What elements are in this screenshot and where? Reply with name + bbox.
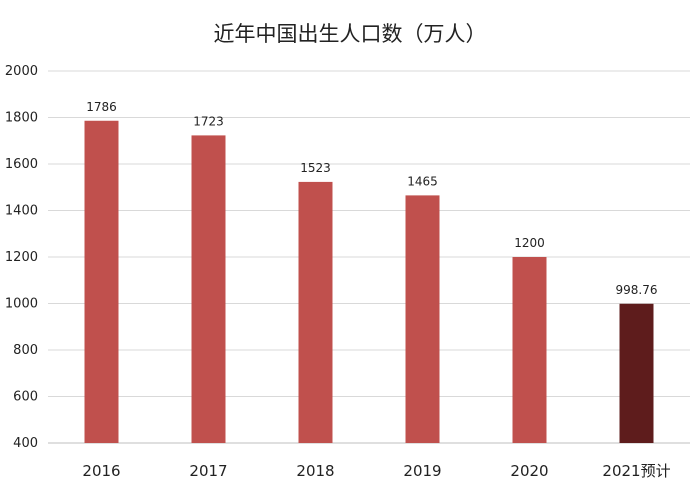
bar-2018 <box>298 181 333 443</box>
x-tick-label: 2017 <box>189 462 227 480</box>
data-label: 998.76 <box>616 283 658 297</box>
y-tick-label: 400 <box>13 436 38 451</box>
data-label: 1723 <box>193 114 224 128</box>
data-label: 1465 <box>407 174 438 188</box>
bar-2016 <box>84 120 119 443</box>
chart-title: 近年中国出生人口数（万人） <box>213 22 487 46</box>
y-tick-label: 1600 <box>5 157 38 172</box>
data-label: 1523 <box>300 161 331 175</box>
data-label: 1786 <box>86 100 117 114</box>
y-tick-label: 600 <box>13 390 38 405</box>
bar-2019 <box>405 195 440 443</box>
x-tick-label: 2018 <box>296 462 334 480</box>
data-label: 1200 <box>514 236 545 250</box>
x-tick-label: 2019 <box>403 462 441 480</box>
bar-2020 <box>512 257 547 443</box>
x-tick-label: 2020 <box>510 462 548 480</box>
y-tick-label: 800 <box>13 343 38 358</box>
y-tick-label: 1000 <box>5 297 38 312</box>
y-tick-label: 1200 <box>5 250 38 265</box>
y-tick-label: 1800 <box>5 111 38 126</box>
x-tick-label: 2016 <box>82 462 120 480</box>
y-tick-label: 1400 <box>5 204 38 219</box>
bar-2017 <box>191 135 226 443</box>
bar-2021预计 <box>619 303 654 443</box>
y-tick-label: 2000 <box>5 64 38 79</box>
x-tick-label: 2021预计 <box>602 462 670 480</box>
